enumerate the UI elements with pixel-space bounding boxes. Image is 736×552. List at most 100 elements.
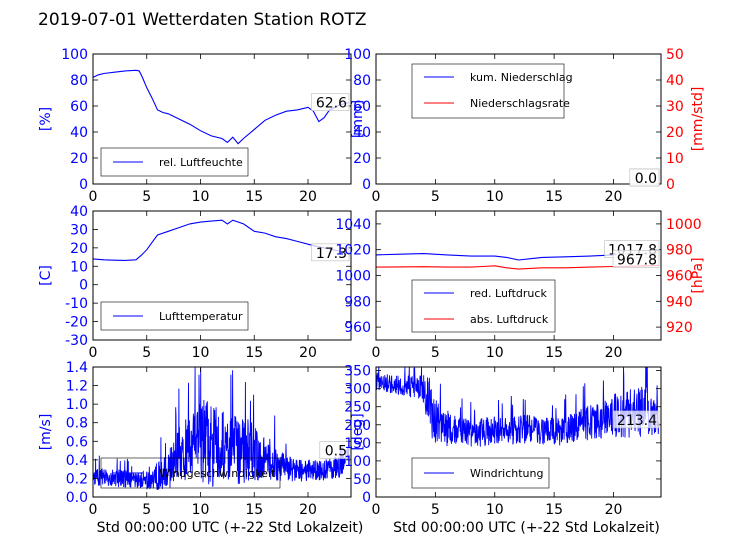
winddir-y-tick-label: 250 [344,400,371,416]
winddir-annotation: 213.4 [617,413,657,429]
pressure-x-tick-label: 20 [605,345,623,361]
winddir-y-tick-label: 200 [344,418,371,434]
temperature-y-axis-label: [C] [38,265,54,286]
windspeed-y-tick-label: 1.0 [66,397,88,413]
pressure-x-tick-label: 5 [431,345,440,361]
windspeed-y-axis-label: [m/s] [38,414,54,451]
humidity-x-tick-label: 5 [142,189,151,205]
precip-y2-tick-label: 40 [666,73,684,89]
windspeed-legend-box [100,457,281,489]
humidity-x-tick-label: 0 [89,189,98,205]
humidity-series-1 [92,69,350,145]
winddir-x-tick-label: 10 [486,502,504,518]
windspeed-y-tick-label: 0.2 [66,471,88,487]
precip-y2-axis-label: [mm/std] [690,87,706,152]
windspeed-series-1 [92,366,350,491]
humidity-x-tick-label: 20 [299,189,317,205]
winddir-annotation-box [612,410,660,429]
winddir-y-tick-label: 100 [344,454,371,470]
winddir-y-tick-label: 150 [344,436,371,452]
humidity-y-axis-label: [%] [38,107,54,131]
precip-x-tick-label: 20 [605,189,623,205]
pressure-y2-tick-label: 1000 [666,217,702,233]
winddir-y-tick-label: 350 [344,364,371,380]
pressure-y2-tick-label: 960 [666,269,693,285]
precip-y-axis-label: [mm] [350,100,366,138]
humidity-y-tick-label: 20 [70,151,88,167]
winddir-x-axis-label: Std 00:00:00 UTC (+-22 Std Lokalzeit) [393,520,660,536]
temperature-x-tick-label: 0 [89,345,98,361]
winddir-y-axis-label: [deg] [350,413,366,450]
windspeed-frame [92,366,352,498]
precip-annotation: 0.0 [635,171,657,187]
chart-title: 2019-07-01 Wetterdaten Station ROTZ [38,10,367,30]
pressure-annotation-box [612,250,660,268]
winddir-x-tick-label: 15 [545,502,563,518]
pressure-y-tick-label: 1020 [335,243,371,259]
precip-y-tick-label: 100 [344,47,371,63]
precip-x-tick-label: 10 [486,189,504,205]
windspeed-x-tick-label: 15 [245,502,263,518]
winddir-y-tick-label: 0 [362,490,371,506]
temperature-annotation: 17.3 [316,246,347,262]
pressure-legend-label: red. Luftdruck [470,287,547,300]
humidity-legend-label: rel. Luftfeuchte [159,156,243,169]
pressure-y2-tick-label: 920 [666,320,693,336]
humidity-annotation: 62.6 [316,96,347,112]
winddir-frame [375,366,662,498]
temperature-y-tick-label: 30 [70,222,88,238]
precip-y-tick-label: 0 [362,177,371,193]
precip-frame [375,53,662,185]
windspeed-y-tick-label: 1.2 [66,379,88,395]
precip-legend-label: Niederschlagsrate [470,97,570,110]
pressure-x-tick-label: 10 [486,345,504,361]
temperature-y-tick-label: -30 [65,333,88,349]
temperature-y-tick-label: 0 [79,278,88,294]
windspeed-x-tick-label: 20 [299,502,317,518]
humidity-y-tick-label: 60 [70,99,88,115]
precip-legend-box [411,63,565,119]
humidity-y-tick-label: 100 [61,47,88,63]
precip-y-tick-label: 60 [353,99,371,115]
temperature-x-tick-label: 20 [299,345,317,361]
windspeed-x-tick-label: 10 [192,502,210,518]
humidity-x-tick-label: 15 [245,189,263,205]
windspeed-y-tick-label: 1.4 [66,360,88,376]
pressure-y-tick-label: 960 [344,320,371,336]
temperature-series-1 [92,219,349,261]
precip-annotation-box [629,168,660,187]
winddir-series-1 [375,366,660,447]
winddir-x-tick-label: 5 [431,502,440,518]
pressure-annotation: 967.8 [617,252,657,268]
precip-legend-label: kum. Niederschlag [470,71,573,84]
precip-y2-tick-label: 30 [666,99,684,115]
windspeed-y-tick-label: 0.4 [66,453,88,469]
pressure-y-tick-label: 1040 [335,217,371,233]
temperature-x-tick-label: 15 [245,345,263,361]
pressure-y-tick-label: 1000 [335,269,371,285]
pressure-y2-tick-label: 980 [666,243,693,259]
pressure-x-tick-label: 0 [372,345,381,361]
windspeed-x-tick-label: 0 [89,502,98,518]
temperature-legend-label: Lufttemperatur [159,310,243,323]
pressure-series-2 [375,264,659,270]
windspeed-y-tick-label: 0.6 [66,434,88,450]
windspeed-legend-label: Windgeschwindigkeit [159,467,276,480]
windspeed-x-axis-label: Std 00:00:00 UTC (+-22 Std Lokalzeit) [97,520,364,536]
precip-x-tick-label: 5 [431,189,440,205]
humidity-annotation-box [311,93,350,111]
pressure-y2-tick-label: 940 [666,294,693,310]
windspeed-x-tick-label: 5 [142,502,151,518]
windspeed-annotation-box [319,441,350,459]
temperature-frame [92,210,352,341]
temperature-annotation-box [311,243,350,262]
winddir-x-tick-label: 0 [372,502,381,518]
pressure-legend-box [411,279,556,333]
precip-y-tick-label: 20 [353,151,371,167]
precip-y2-tick-label: 20 [666,125,684,141]
windspeed-y-tick-label: 0.8 [66,416,88,432]
temperature-y-tick-label: 20 [70,241,88,257]
temperature-y-tick-label: 40 [70,204,88,220]
humidity-x-tick-label: 10 [192,189,210,205]
